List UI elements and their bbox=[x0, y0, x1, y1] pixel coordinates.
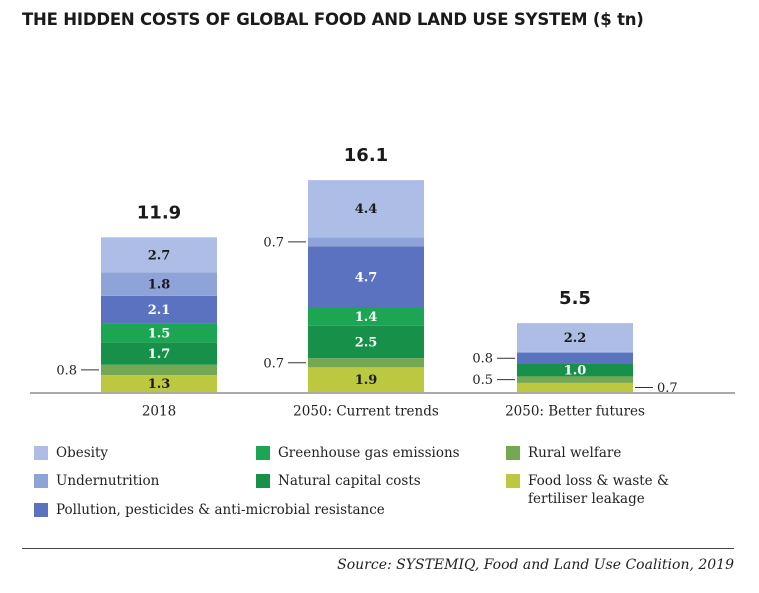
segment-label: 1.9 bbox=[355, 373, 378, 388]
legend-swatch bbox=[34, 446, 48, 460]
legend-item-greenhouse-gas: Greenhouse gas emissions bbox=[256, 444, 460, 462]
legend-swatch bbox=[256, 474, 270, 488]
bar-segment bbox=[101, 272, 217, 296]
category-label: 2050: Current trends bbox=[293, 404, 439, 420]
legend-swatch bbox=[506, 474, 520, 488]
bar-segment bbox=[517, 382, 633, 392]
chart-title: THE HIDDEN COSTS OF GLOBAL FOOD AND LAND… bbox=[22, 10, 644, 29]
segment-label: 2.5 bbox=[355, 335, 378, 350]
bar-segment bbox=[517, 353, 633, 364]
segment-label: 1.4 bbox=[355, 310, 378, 325]
bar-segment bbox=[517, 363, 633, 377]
callout-label: 0.8 bbox=[472, 352, 493, 367]
callout-label: 0.8 bbox=[56, 363, 77, 378]
legend-label: Food loss & waste & fertiliser leakage bbox=[528, 473, 669, 507]
segment-label: 4.7 bbox=[355, 270, 378, 285]
bar-total-label: 11.9 bbox=[137, 202, 181, 223]
segment-label: 1.8 bbox=[148, 278, 171, 293]
bar-segment bbox=[101, 295, 217, 324]
legend-item-undernutrition: Undernutrition bbox=[34, 472, 159, 490]
bar-segment bbox=[308, 246, 424, 308]
bar-segment bbox=[308, 237, 424, 247]
bar-segment bbox=[517, 323, 633, 352]
legend-swatch bbox=[506, 446, 520, 460]
segment-label: 1.7 bbox=[148, 347, 171, 362]
stacked-bar-chart: 1.3 0.8 1.7 1.5 2.1 1.8 2.7 11.9 2018 1.9 0.7 2.5 1.… bbox=[30, 145, 735, 420]
legend-item-natural-capital: Natural capital costs bbox=[256, 472, 421, 490]
legend-swatch bbox=[256, 446, 270, 460]
segment-label: 1.3 bbox=[148, 377, 171, 392]
bar-segment bbox=[308, 358, 424, 368]
callout-label: 0.7 bbox=[263, 235, 284, 250]
bar-segment bbox=[308, 180, 424, 238]
bar-segment bbox=[517, 351, 633, 353]
legend-swatch bbox=[34, 503, 48, 517]
callout-label: 0.7 bbox=[657, 381, 678, 396]
bar-segment bbox=[308, 367, 424, 392]
callout-label: 0.7 bbox=[263, 356, 284, 371]
segment-label: 2.2 bbox=[564, 331, 587, 346]
bar-segment bbox=[101, 375, 217, 392]
callout-label: 0.5 bbox=[472, 373, 493, 388]
legend-label: Greenhouse gas emissions bbox=[278, 445, 460, 461]
category-label: 2018 bbox=[142, 404, 176, 420]
bar-segment bbox=[308, 307, 424, 326]
legend-item-rural-welfare: Rural welfare bbox=[506, 444, 621, 462]
category-label: 2050: Better futures bbox=[505, 404, 645, 420]
legend-item-obesity: Obesity bbox=[34, 444, 108, 462]
segment-label: 1.0 bbox=[564, 363, 587, 378]
bar-total-label: 16.1 bbox=[344, 145, 388, 166]
bar-segment bbox=[308, 325, 424, 359]
bar-segment bbox=[101, 342, 217, 365]
legend-label: Pollution, pesticides & anti-microbial r… bbox=[56, 502, 385, 518]
bar-segment bbox=[101, 364, 217, 376]
legend-item-pollution: Pollution, pesticides & anti-microbial r… bbox=[34, 501, 385, 519]
source-divider bbox=[22, 548, 734, 549]
segment-label: 2.7 bbox=[148, 248, 171, 263]
legend-label: Undernutrition bbox=[56, 473, 160, 489]
segment-label: 2.1 bbox=[148, 303, 171, 318]
legend-label: Rural welfare bbox=[528, 445, 622, 461]
bar-segment bbox=[101, 237, 217, 273]
bar-total-label: 5.5 bbox=[559, 288, 591, 309]
source-note: Source: SYSTEMIQ, Food and Land Use Coal… bbox=[337, 557, 734, 573]
bar-segment bbox=[101, 323, 217, 343]
legend-label: Natural capital costs bbox=[278, 473, 421, 489]
legend-swatch bbox=[34, 474, 48, 488]
legend-item-food-loss: Food loss & waste & fertiliser leakage bbox=[506, 472, 703, 508]
segment-label: 1.5 bbox=[148, 326, 171, 341]
legend-label: Obesity bbox=[56, 445, 108, 461]
bar-segment bbox=[517, 376, 633, 383]
segment-label: 4.4 bbox=[355, 202, 378, 217]
